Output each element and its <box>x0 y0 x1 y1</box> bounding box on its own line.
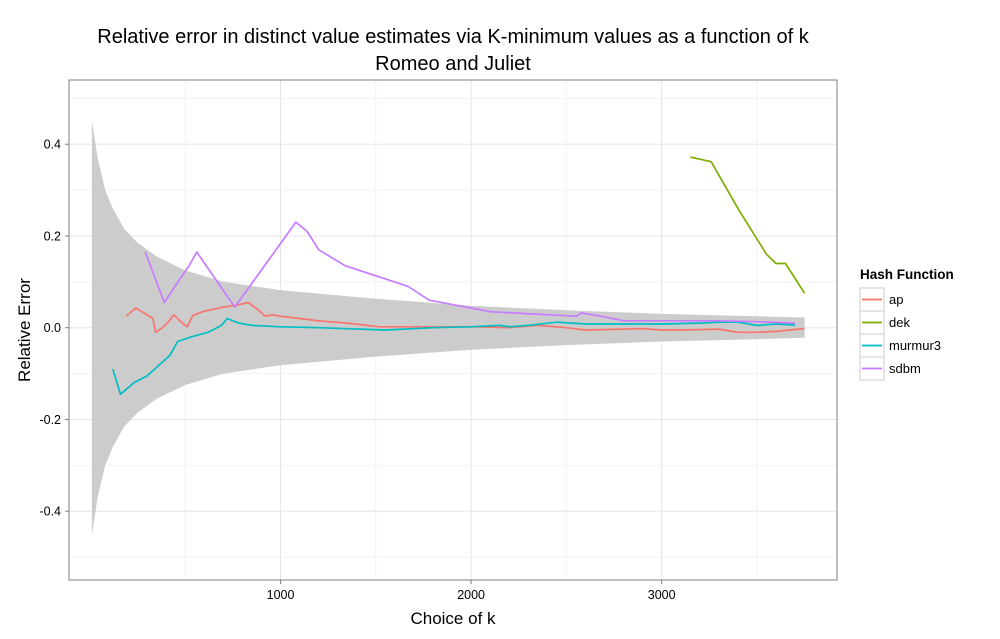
y-tick-label: -0.2 <box>39 413 61 427</box>
series-layer <box>111 156 806 396</box>
legend: Hash Function ap dek murmur3 sdbm <box>859 267 954 381</box>
series-line-dek <box>690 156 806 294</box>
y-tick-label: 0.0 <box>44 321 61 335</box>
chart-subtitle: Romeo and Juliet <box>375 53 531 75</box>
series-line-sdbm <box>144 221 796 324</box>
legend-label: sdbm <box>889 361 921 376</box>
y-tick-label: 0.4 <box>44 138 61 152</box>
y-tick-label: -0.4 <box>39 505 61 519</box>
y-axis-label: Relative Error <box>15 278 34 382</box>
x-tick-label: 2000 <box>457 588 485 602</box>
legend-item-dek: dek <box>859 310 910 335</box>
series-line-murmur3 <box>111 317 796 396</box>
x-axis-label: Choice of k <box>410 609 496 628</box>
plot-panel <box>68 79 838 581</box>
legend-item-ap: ap <box>859 287 903 312</box>
legend-title: Hash Function <box>860 267 954 282</box>
y-tick-label: 0.2 <box>44 229 61 243</box>
legend-item-murmur3: murmur3 <box>859 333 941 358</box>
chart-title: Relative error in distinct value estimat… <box>97 26 809 48</box>
x-tick-label: 3000 <box>648 588 676 602</box>
x-tick-label: 1000 <box>267 588 295 602</box>
axis-ticks: 1000 2000 3000 -0.4 -0.2 0.0 0.2 0.4 <box>39 138 675 602</box>
legend-item-sdbm: sdbm <box>859 356 921 381</box>
legend-label: ap <box>889 292 903 307</box>
legend-label: murmur3 <box>889 338 941 353</box>
legend-label: dek <box>889 315 910 330</box>
series-line-ap <box>125 301 805 334</box>
